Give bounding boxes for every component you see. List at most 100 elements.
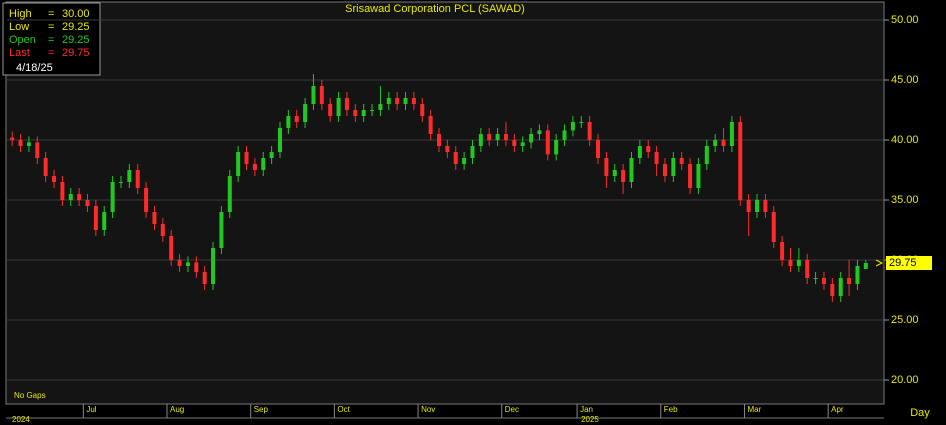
candle-body bbox=[512, 140, 517, 146]
candle-body bbox=[537, 130, 542, 134]
y-tick-label: 35.00 bbox=[891, 194, 919, 206]
last-arrow bbox=[875, 259, 884, 267]
candle-body bbox=[395, 98, 400, 104]
info-separator: = bbox=[48, 8, 54, 20]
candle-body bbox=[236, 152, 241, 176]
candle-body bbox=[219, 212, 224, 248]
candle-body bbox=[336, 98, 341, 116]
candle-body bbox=[545, 130, 550, 155]
candle-body bbox=[503, 134, 508, 140]
candle-body bbox=[18, 140, 23, 146]
candle-body bbox=[763, 200, 768, 212]
info-name: High bbox=[9, 8, 32, 20]
candle-body bbox=[445, 146, 450, 152]
candle-body bbox=[554, 140, 559, 155]
candle-body bbox=[152, 212, 157, 224]
candle-body bbox=[671, 158, 676, 176]
x-tick-label: Jul bbox=[86, 405, 96, 414]
info-name: Open bbox=[9, 34, 36, 46]
info-name: Last bbox=[9, 47, 30, 59]
candle-body bbox=[85, 200, 90, 206]
x-tick-label: Dec bbox=[505, 405, 519, 414]
x-tick-label: Apr bbox=[831, 405, 844, 414]
candle-body bbox=[629, 158, 634, 182]
candle-body bbox=[303, 104, 308, 122]
candle-body bbox=[169, 236, 174, 260]
candle-body bbox=[437, 134, 441, 146]
candle-body bbox=[738, 122, 743, 200]
candle-body bbox=[679, 158, 684, 164]
candle-body bbox=[328, 104, 333, 116]
candle-body bbox=[721, 140, 726, 146]
candle-body bbox=[863, 263, 868, 269]
candle-body bbox=[227, 176, 232, 212]
candle-body bbox=[729, 122, 734, 146]
candle-body bbox=[411, 98, 416, 104]
candle-body bbox=[286, 116, 291, 128]
info-value: 29.25 bbox=[62, 34, 90, 46]
candle-body bbox=[311, 86, 316, 104]
year-label: 2024 bbox=[12, 415, 30, 424]
candle-body bbox=[361, 110, 366, 116]
candle-body bbox=[453, 152, 458, 164]
period-label: Day bbox=[910, 407, 930, 419]
candle-body bbox=[319, 86, 324, 104]
candle-body bbox=[612, 170, 617, 176]
x-tick-label: Aug bbox=[170, 405, 184, 414]
candle-body bbox=[428, 116, 433, 134]
candle-body bbox=[93, 206, 98, 230]
candle-body bbox=[261, 158, 266, 170]
candle-body bbox=[403, 98, 408, 104]
candle-body bbox=[596, 140, 601, 158]
candle-body bbox=[713, 140, 718, 146]
info-name: Low bbox=[9, 21, 29, 33]
candle-body bbox=[26, 142, 31, 146]
candle-body bbox=[43, 158, 48, 176]
y-tick-label: 40.00 bbox=[891, 134, 919, 146]
candle-body bbox=[194, 262, 199, 272]
candle-body bbox=[579, 122, 584, 123]
candle-body bbox=[102, 212, 107, 230]
x-tick-label: Mar bbox=[747, 405, 761, 414]
candle-body bbox=[52, 176, 57, 182]
candle-body bbox=[830, 284, 835, 296]
candle-body bbox=[604, 158, 609, 176]
x-tick-label: Jan bbox=[580, 405, 593, 414]
candle-body bbox=[35, 142, 40, 158]
x-tick-label: Feb bbox=[664, 405, 678, 414]
candle-body bbox=[462, 158, 467, 164]
candle-body bbox=[127, 170, 132, 182]
candle-body bbox=[386, 98, 391, 104]
candle-body bbox=[495, 134, 500, 140]
candle-body bbox=[160, 224, 165, 236]
candle-body bbox=[185, 262, 190, 266]
candle-body bbox=[470, 146, 475, 158]
candle-body bbox=[252, 164, 257, 170]
candle-body bbox=[755, 200, 760, 212]
x-tick-label: Oct bbox=[337, 405, 350, 414]
info-value: 29.75 bbox=[62, 47, 90, 59]
candle-body bbox=[487, 134, 492, 140]
candle-body bbox=[420, 104, 425, 116]
candle-body bbox=[771, 212, 776, 242]
candle-body bbox=[746, 200, 751, 212]
candle-body bbox=[353, 110, 358, 116]
candle-body bbox=[277, 128, 282, 152]
note: No Gaps bbox=[14, 391, 46, 400]
last-price-label: 29.75 bbox=[889, 257, 917, 269]
candle-body bbox=[110, 182, 115, 212]
candle-body bbox=[118, 182, 123, 183]
candle-body bbox=[520, 142, 525, 146]
candle-body bbox=[60, 182, 65, 200]
y-tick-label: 20.00 bbox=[891, 374, 919, 386]
info-date: 4/18/25 bbox=[16, 62, 53, 74]
candle-body bbox=[10, 137, 15, 140]
candle-body bbox=[654, 152, 659, 164]
info-separator: = bbox=[48, 47, 54, 59]
candle-body bbox=[478, 134, 483, 146]
plot-area bbox=[5, 1, 885, 405]
candle-body bbox=[805, 260, 810, 278]
candle-body bbox=[662, 164, 667, 176]
